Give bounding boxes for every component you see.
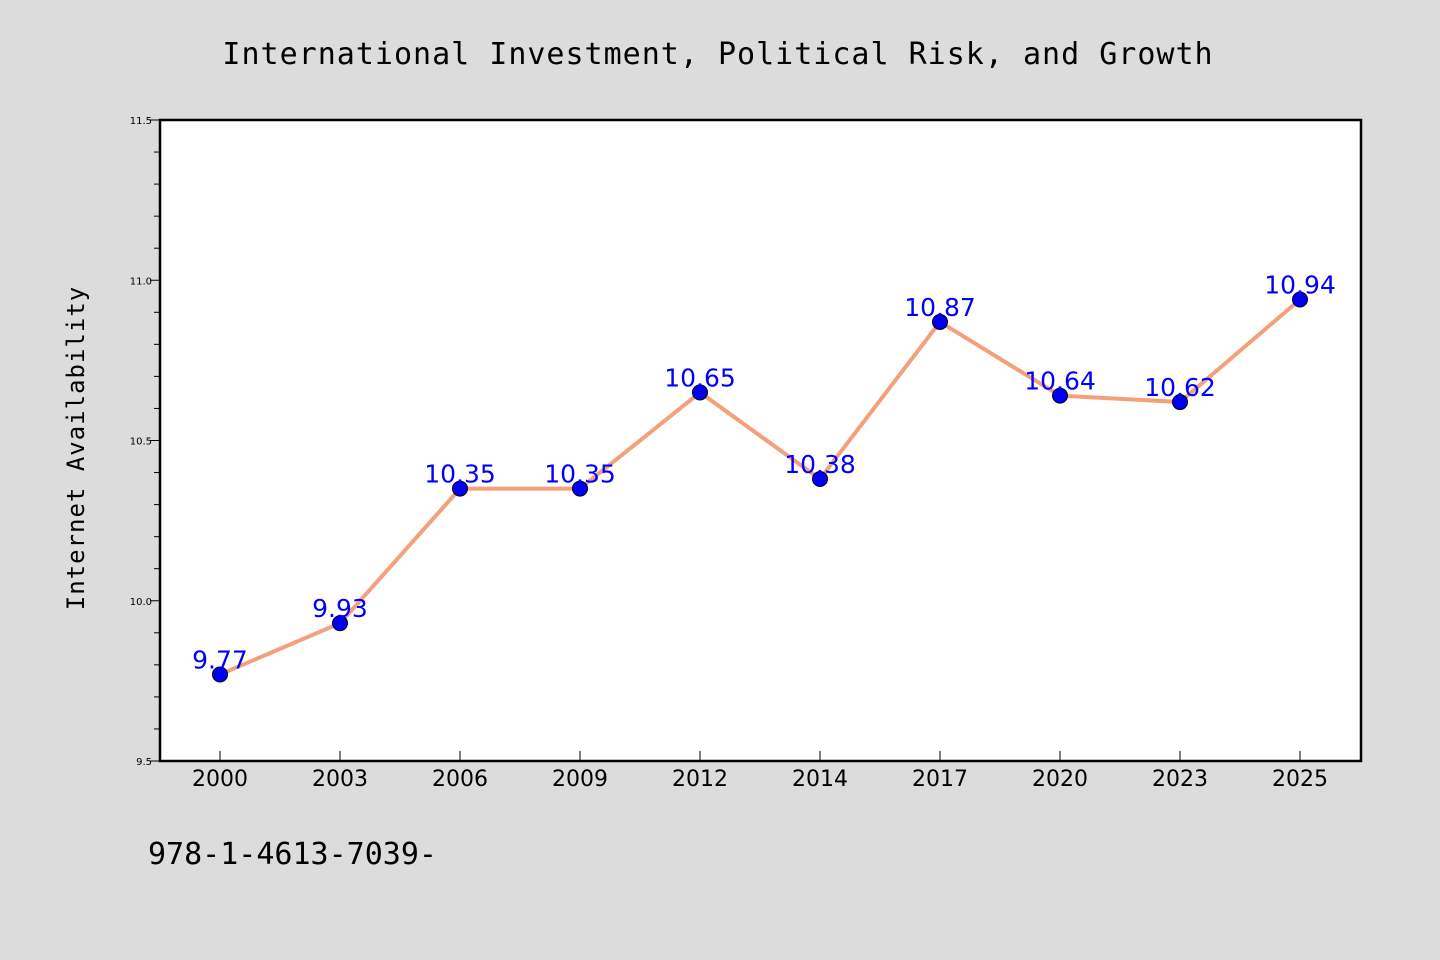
data-point [1292,291,1308,308]
x-tick-label: 2025 [1272,767,1328,792]
y-tick-label: 10.5 [130,437,152,448]
data-point [932,313,948,330]
data-label: 10.65 [664,363,736,392]
y-tick-label: 11.5 [130,116,152,127]
y-tick-label: 10.0 [130,597,152,608]
x-axis: 2000 2003 2006 2009 2012 2014 2017 2020 2023 2025 [192,751,1328,792]
data-point [452,480,468,497]
chart-title: International Investment, Political Risk… [222,37,1213,72]
x-tick-label: 2000 [192,767,248,792]
x-tick-label: 2023 [1152,767,1208,792]
footnote-code: 978-1-4613-7039- [148,837,437,872]
data-point [812,470,828,487]
data-label: 9.93 [312,594,368,623]
x-tick-label: 2017 [912,767,968,792]
data-label: 10.94 [1264,270,1336,299]
data-label: 10.35 [424,460,496,489]
data-point [1052,387,1068,404]
series-layer: 9.77 9.93 10.35 10.35 10.65 10.38 10.87 10.64 10… [192,270,1336,683]
x-tick-label: 2009 [552,767,608,792]
data-label: 9.77 [192,645,248,674]
y-axis-label: Internet Availability [62,286,90,610]
data-point [572,480,588,497]
plot-area [158,118,1363,763]
x-tick-label: 2020 [1032,767,1088,792]
data-label: 10.35 [544,460,616,489]
data-point [212,666,228,683]
x-tick-label: 2012 [672,767,728,792]
data-label: 10.87 [904,293,976,322]
data-point [1172,394,1188,411]
series-line [218,297,1302,677]
data-label: 10.62 [1144,373,1216,402]
y-axis: 9.5 10.0 10.5 11.0 11.5 [130,116,160,768]
y-tick-label: 9.5 [136,757,152,768]
data-label: 10.38 [784,450,856,479]
x-tick-label: 2014 [792,767,848,792]
data-label: 10.64 [1024,367,1096,396]
y-tick-label: 11.0 [130,276,152,287]
data-point [692,384,708,401]
x-tick-label: 2003 [312,767,368,792]
x-tick-label: 2006 [432,767,488,792]
data-point [332,615,348,632]
